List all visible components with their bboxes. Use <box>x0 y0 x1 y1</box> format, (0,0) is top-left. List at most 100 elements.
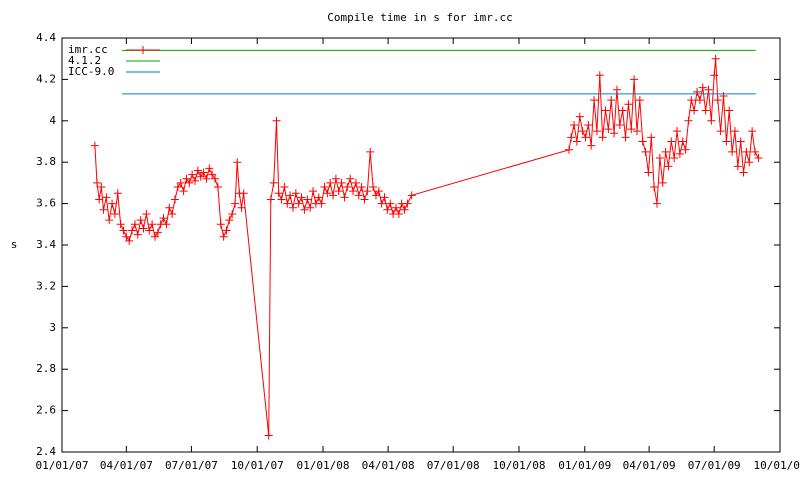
data-point <box>153 228 162 237</box>
data-point <box>570 120 579 129</box>
y-tick-label: 2.4 <box>36 445 56 458</box>
data-point <box>615 120 624 129</box>
data-point <box>320 183 329 192</box>
data-point <box>346 174 355 183</box>
data-point <box>219 232 228 241</box>
data-point <box>228 209 237 218</box>
y-tick-label: 3.8 <box>36 155 56 168</box>
data-point <box>122 232 131 241</box>
data-point <box>601 106 610 115</box>
data-point <box>326 178 335 187</box>
y-tick-label: 3.6 <box>36 197 56 210</box>
data-point <box>704 85 713 94</box>
data-point <box>572 137 581 146</box>
data-point <box>742 147 751 156</box>
data-point <box>575 112 584 121</box>
data-point <box>661 147 670 156</box>
data-point <box>638 137 647 146</box>
data-point <box>632 127 641 136</box>
data-point <box>233 158 242 167</box>
data-point <box>701 106 710 115</box>
data-point <box>698 83 707 92</box>
chart-title: Compile time in s for imr.cc <box>327 11 512 24</box>
data-point <box>621 133 630 142</box>
data-point <box>148 220 157 229</box>
data-point <box>239 189 248 198</box>
data-point <box>191 176 200 185</box>
data-point <box>136 216 145 225</box>
data-point <box>369 183 378 192</box>
data-point <box>584 120 593 129</box>
data-point <box>587 141 596 150</box>
data-point <box>612 85 621 94</box>
data-point <box>407 191 416 200</box>
data-point <box>690 106 699 115</box>
data-point <box>237 203 246 212</box>
x-tick-label: 07/01/07 <box>165 459 218 472</box>
legend-label: ICC-9.0 <box>68 65 114 78</box>
data-point <box>168 209 177 218</box>
data-point <box>728 147 737 156</box>
legend-label: imr.cc <box>68 43 108 56</box>
x-tick-label: 04/01/08 <box>362 459 415 472</box>
data-point <box>205 164 214 173</box>
data-point <box>291 189 300 198</box>
data-point <box>670 154 679 163</box>
data-point <box>185 178 194 187</box>
legend-marker <box>139 46 147 54</box>
data-point <box>102 193 111 202</box>
data-point <box>733 162 742 171</box>
x-tick-label: 10/01/07 <box>231 459 284 472</box>
y-axis-label: s <box>11 238 18 251</box>
data-point <box>314 193 323 202</box>
data-point <box>627 125 636 134</box>
data-point <box>371 191 380 200</box>
data-point <box>681 145 690 154</box>
data-point <box>317 199 326 208</box>
data-point <box>618 106 627 115</box>
data-point <box>750 147 759 156</box>
data-point <box>283 199 292 208</box>
y-tick-label: 3.4 <box>36 238 56 251</box>
data-point <box>216 220 225 229</box>
x-tick-label: 01/01/08 <box>297 459 350 472</box>
data-point <box>711 54 720 63</box>
data-point <box>90 141 99 150</box>
data-point <box>188 170 197 179</box>
data-point <box>108 199 117 208</box>
data-point <box>179 187 188 196</box>
data-point <box>391 203 400 212</box>
data-point <box>142 209 151 218</box>
data-point <box>678 137 687 146</box>
data-point <box>748 127 757 136</box>
data-point <box>644 168 653 177</box>
data-point <box>567 133 576 142</box>
data-point <box>269 178 278 187</box>
x-tick-label: 10/01/08 <box>492 459 545 472</box>
data-point <box>400 205 409 214</box>
x-tick-label: 01/01/07 <box>36 459 89 472</box>
data-point <box>739 168 748 177</box>
data-point <box>403 199 412 208</box>
data-point <box>592 127 601 136</box>
data-point <box>119 226 128 235</box>
data-point <box>176 178 185 187</box>
data-point <box>710 71 719 80</box>
data-point <box>165 203 174 212</box>
data-point <box>667 137 676 146</box>
data-point <box>277 195 286 204</box>
data-point <box>294 199 303 208</box>
data-point <box>113 189 122 198</box>
x-tick-label: 04/01/09 <box>623 459 676 472</box>
data-point <box>286 191 295 200</box>
data-point <box>182 174 191 183</box>
data-point <box>581 133 590 142</box>
data-point <box>745 158 754 167</box>
data-point <box>684 116 693 125</box>
data-point <box>351 178 360 187</box>
data-point <box>150 232 159 241</box>
data-point <box>604 125 613 134</box>
y-tick-label: 2.6 <box>36 404 56 417</box>
